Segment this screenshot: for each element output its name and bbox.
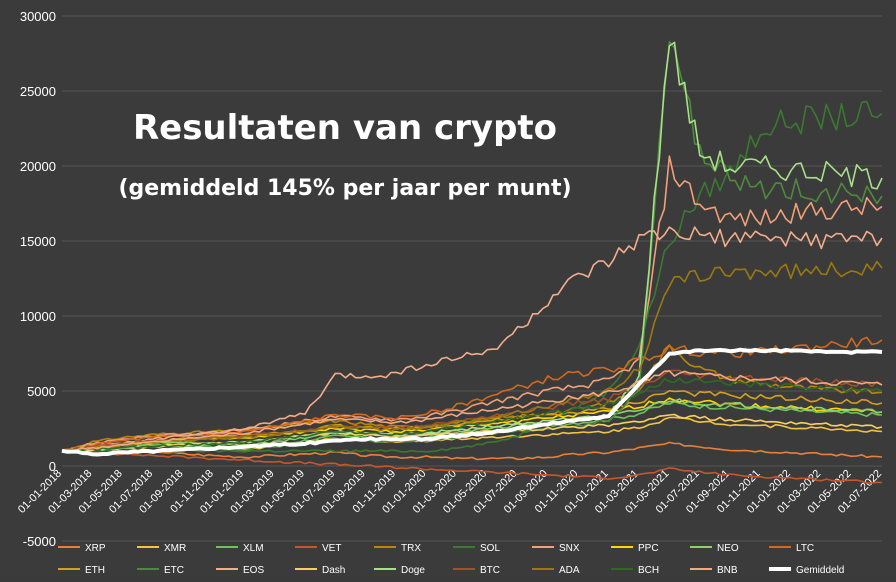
y-tick-label: 30000 bbox=[20, 9, 56, 24]
series-line-bch bbox=[61, 377, 883, 453]
y-tick-label: 5000 bbox=[27, 384, 56, 399]
series-line-eos bbox=[61, 226, 883, 452]
legend-label-snx: SNX bbox=[559, 543, 580, 554]
legend-label-ada: ADA bbox=[559, 565, 580, 576]
series-line-sol bbox=[61, 100, 883, 453]
legend-label-bnb: BNB bbox=[717, 565, 738, 576]
chart-subtitle: (gemiddeld 145% per jaar per munt) bbox=[118, 176, 572, 201]
series-line-doge bbox=[62, 41, 883, 453]
y-tick-label: 20000 bbox=[20, 159, 56, 174]
chart-title: Resultaten van crypto bbox=[132, 108, 558, 148]
legend-label-eth: ETH bbox=[85, 565, 105, 576]
series-line-snx bbox=[61, 155, 883, 453]
legend-label-etc: ETC bbox=[164, 565, 184, 576]
legend-label-vet: VET bbox=[322, 543, 341, 554]
legend-label-neo: NEO bbox=[717, 543, 739, 554]
series-line-xrp bbox=[61, 441, 883, 461]
y-tick-label: 25000 bbox=[20, 84, 56, 99]
series-line-etc bbox=[61, 40, 883, 453]
series-line-vet bbox=[61, 449, 883, 484]
legend-label-bch: BCH bbox=[638, 565, 659, 576]
legend-label-sol: SOL bbox=[480, 543, 500, 554]
y-tick-label: 10000 bbox=[20, 309, 56, 324]
legend-label-gemiddeld: Gemiddeld bbox=[796, 565, 844, 576]
y-tick-label: -5000 bbox=[23, 534, 56, 549]
series-line-bnb bbox=[61, 370, 883, 453]
legend-label-eos: EOS bbox=[243, 565, 264, 576]
legend-label-xmr: XMR bbox=[164, 543, 186, 554]
legend-label-xrp: XRP bbox=[85, 543, 106, 554]
legend-label-ppc: PPC bbox=[638, 543, 659, 554]
series-line-gemiddeld bbox=[61, 347, 883, 457]
legend-label-btc: BTC bbox=[480, 565, 500, 576]
legend-label-dash: Dash bbox=[322, 565, 345, 576]
legend-label-doge: Doge bbox=[401, 565, 425, 576]
legend-label-ltc: LTC bbox=[796, 543, 814, 554]
y-tick-label: 15000 bbox=[20, 234, 56, 249]
legend-label-xlm: XLM bbox=[243, 543, 264, 554]
legend-label-trx: TRX bbox=[401, 543, 421, 554]
y-tick-label: 0 bbox=[49, 459, 56, 474]
series-line-ada bbox=[61, 260, 883, 452]
